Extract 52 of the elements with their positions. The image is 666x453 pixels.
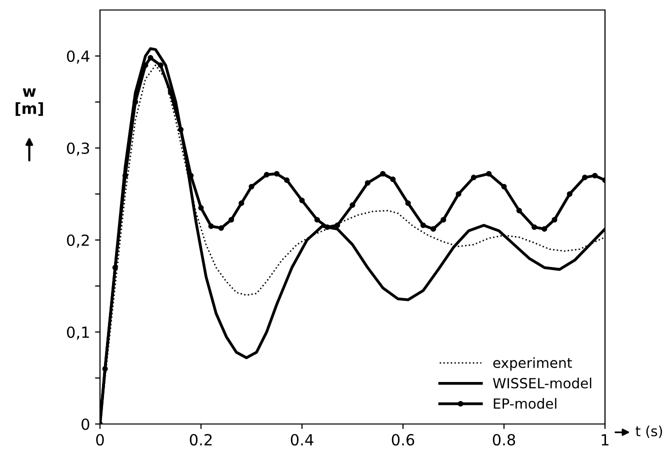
point [299,198,305,204]
point [501,184,507,190]
y-tick-label: 0,3 [66,142,90,156]
legend-label: WISSEL-model [492,378,592,388]
y-tick-label: 0,2 [66,234,89,248]
point [364,180,370,186]
point [516,208,522,214]
point [248,184,254,190]
point [440,216,446,223]
legend-label: experiment [493,357,572,371]
point [456,191,462,197]
legend-label: EP-model [494,398,556,409]
point [148,55,154,61]
point [430,226,436,232]
y-axis-title: w [m] [16,88,43,116]
point [470,174,476,180]
point [486,170,492,177]
point [532,224,538,230]
point [405,200,411,206]
point [112,264,118,270]
point [390,176,396,182]
point [314,216,320,223]
point [208,223,214,229]
point [566,191,572,197]
x-axis-title: t (s) [636,426,662,438]
point [178,126,184,132]
point [592,172,598,178]
x-tick-label: 0.4 [290,434,314,446]
point [350,202,356,208]
point [380,170,386,177]
point [228,216,234,223]
point [552,216,558,223]
y-tick-label: 0 [82,418,90,430]
point [284,177,290,183]
point [420,222,426,228]
point [582,174,588,180]
y-tick-label: 0,4 [66,50,90,64]
y-tick-label: 0,1 [66,326,89,340]
point [274,170,280,177]
point [264,172,270,178]
point [102,366,108,372]
point [198,205,204,211]
point [238,200,244,206]
point [158,62,164,68]
x-tick-label: 0 [96,434,104,446]
x-tick-label: 0.2 [190,434,212,446]
point [542,226,548,232]
x-tick-label: 0.8 [492,434,516,446]
x-tick-label: 0.6 [392,434,414,446]
point [218,225,224,231]
point [334,222,340,228]
x-tick-label: 1 [602,434,608,446]
